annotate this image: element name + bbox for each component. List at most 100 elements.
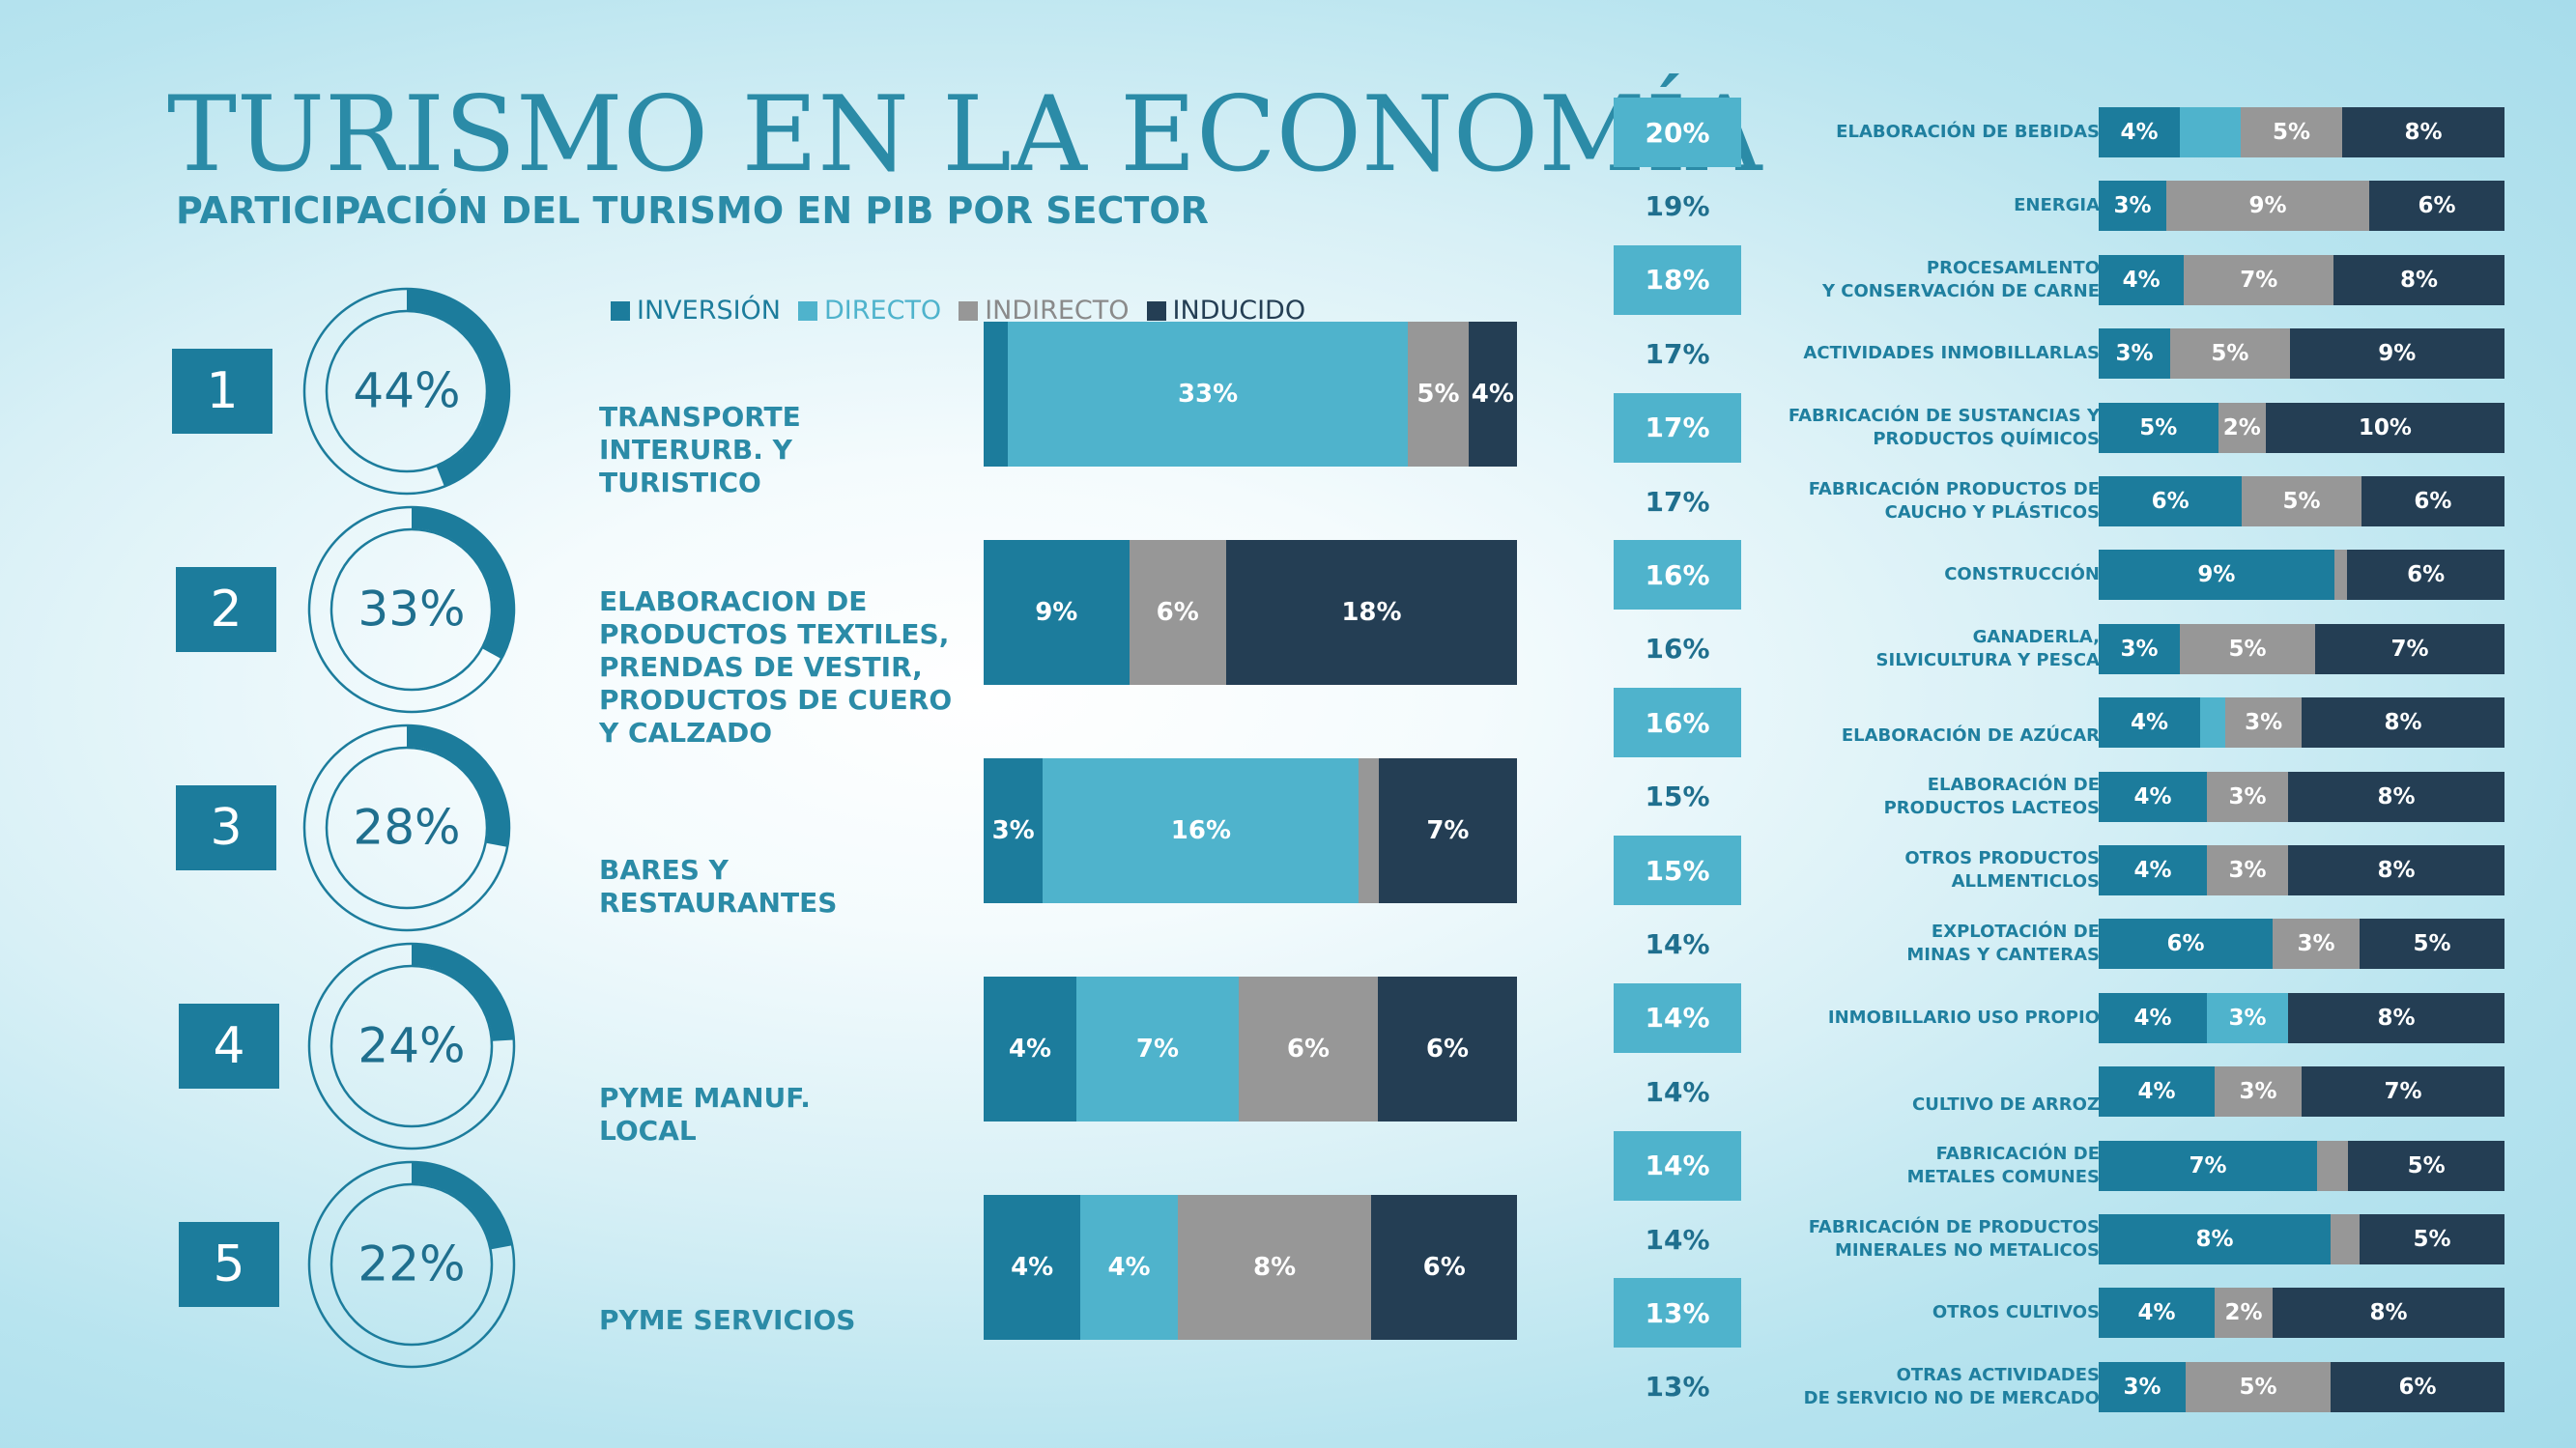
ring-inner-outline <box>325 746 489 910</box>
chart-legend: INVERSIÓN DIRECTO INDIRECTO INDUCIDO <box>611 296 1305 326</box>
bar-segment-inducido: 8% <box>2273 1288 2504 1339</box>
sector-name: ACTIVIDADES INMOBILLARLAS <box>1803 343 2100 364</box>
bar-segment-indirecto <box>2333 550 2348 601</box>
stacked-bar: 4% 7% 8% <box>2099 254 2504 305</box>
stacked-bar: 4% 7% 6% 6% <box>984 977 1517 1121</box>
legend-swatch <box>611 300 630 321</box>
stacked-bar: 3% 5% 6% <box>2099 1361 2504 1412</box>
bar-segment-inversion: 3% <box>2099 623 2180 674</box>
rank-badge: 4 <box>179 1004 279 1089</box>
bar-segment-directo: 4% <box>1080 1195 1178 1340</box>
bar-segment-indirecto: 6% <box>1239 977 1378 1121</box>
bar-segment-inducido: 6% <box>1378 977 1517 1121</box>
bar-segment-inducido: 8% <box>2333 254 2504 305</box>
bar-segment-indirecto: 3% <box>2273 919 2360 970</box>
bar-segment-inducido: 6% <box>1371 1195 1517 1340</box>
bar-segment-inversion: 7% <box>2099 1140 2318 1191</box>
sector-total: 16% <box>1614 540 1741 610</box>
ring-value-arc <box>309 1162 514 1367</box>
sector-total: 15% <box>1614 836 1741 905</box>
bar-segment-inversion: 5% <box>2099 402 2218 453</box>
rank-badge: 5 <box>179 1222 279 1307</box>
stacked-bar: 4% 3% 8% <box>2099 697 2504 749</box>
stacked-bar: 3% 16% 7% <box>984 758 1517 903</box>
bar-segment-directo: 3% <box>2207 992 2288 1043</box>
bar-segment-directo: 7% <box>1076 977 1239 1121</box>
sector-name: OTROS PRODUCTOS ALLMENTICLOS <box>1904 848 2100 892</box>
legend-swatch <box>1146 300 1166 321</box>
bar-segment-inversion: 4% <box>984 1195 1081 1340</box>
bar-segment-inversion: 9% <box>2099 550 2334 601</box>
stacked-bar: 4% 3% 7% <box>2099 1066 2504 1118</box>
stacked-bar: 3% 5% 7% <box>2099 623 2504 674</box>
bar-segment-directo: 16% <box>1043 758 1360 903</box>
bar-segment-inversion: 4% <box>2099 992 2207 1043</box>
sector-name: PYME SERVICIOS <box>599 1304 856 1336</box>
bar-segment-indirecto: 3% <box>2207 845 2288 895</box>
total-share-ring: 44% <box>302 287 511 496</box>
sector-total: 17% <box>1614 392 1741 463</box>
sector-total: 16% <box>1614 688 1741 758</box>
bar-segment-inversion: 4% <box>2099 1288 2215 1339</box>
sector-name: PYME MANUF. LOCAL <box>599 1082 811 1147</box>
sector-total: 16% <box>1645 633 1710 666</box>
legend-label: INDIRECTO <box>985 296 1130 326</box>
ring-total-label: 24% <box>358 1018 465 1074</box>
total-share-ring: 24% <box>307 942 516 1150</box>
bar-segment-indirecto: 3% <box>2207 771 2288 822</box>
rank-badge: 3 <box>176 785 276 870</box>
total-share-ring: 33% <box>307 505 516 714</box>
stacked-bar: 4% 3% 8% <box>2099 992 2504 1043</box>
sector-total: 20% <box>1614 98 1741 167</box>
sector-name: INMOBILLARIO USO PROPIO <box>1827 1007 2100 1028</box>
page-subtitle: PARTICIPACIÓN DEL TURISMO EN PIB POR SEC… <box>176 189 1209 232</box>
total-share-ring: 28% <box>302 724 511 932</box>
bar-segment-inducido: 8% <box>2288 992 2504 1043</box>
stacked-bar: 3% 9% 6% <box>2099 181 2504 232</box>
bar-segment-inversion <box>984 322 1009 467</box>
sector-name: FABRICACIÓN DE PRODUCTOS MINERALES NO ME… <box>1808 1217 2100 1261</box>
rank-badge: 2 <box>176 567 276 652</box>
bar-segment-inducido: 5% <box>2360 1214 2504 1264</box>
bar-segment-inducido: 8% <box>2342 107 2504 157</box>
ring-value-arc <box>304 289 509 494</box>
bar-segment-inducido: 18% <box>1225 540 1517 685</box>
sector-total: 19% <box>1645 189 1710 222</box>
sector-total: 17% <box>1645 337 1710 370</box>
legend-label: INVERSIÓN <box>637 296 782 326</box>
stacked-bar: 4% 5% 8% <box>2099 107 2504 157</box>
bar-segment-inducido: 8% <box>2288 771 2504 822</box>
bar-segment-inversion: 4% <box>2099 845 2207 895</box>
bar-segment-indirecto <box>2317 1140 2349 1191</box>
stacked-bar: 9% 6% <box>2099 550 2504 601</box>
sector-name: ENERGIA <box>2014 195 2100 216</box>
ring-total-label: 22% <box>358 1236 465 1292</box>
bar-segment-inversion: 3% <box>2099 328 2171 380</box>
legend-label: DIRECTO <box>824 296 942 326</box>
bar-segment-inversion: 3% <box>984 758 1044 903</box>
sector-total: 14% <box>1645 1075 1710 1108</box>
bar-segment-inversion: 3% <box>2099 181 2166 232</box>
ring-total-label: 33% <box>358 582 465 638</box>
bar-segment-indirecto: 2% <box>2218 402 2266 453</box>
ring-inner-outline <box>329 964 494 1128</box>
total-share-ring: 22% <box>307 1160 516 1369</box>
bar-segment-indirecto: 6% <box>1129 540 1226 685</box>
sector-total: 14% <box>1614 1130 1741 1201</box>
sector-total: 14% <box>1614 982 1741 1053</box>
sector-name: TRANSPORTE INTERURB. Y TURISTICO <box>599 401 801 498</box>
sector-total: 14% <box>1645 927 1710 960</box>
bar-segment-indirecto: 7% <box>2184 254 2334 305</box>
bar-segment-inducido: 10% <box>2265 402 2504 453</box>
sector-name: OTROS CULTIVOS <box>1932 1302 2100 1323</box>
bar-segment-inducido: 8% <box>2302 697 2504 749</box>
sector-name: FABRICACIÓN PRODUCTOS DE CAUCHO Y PLÁSTI… <box>1808 479 2100 523</box>
bar-segment-inducido: 7% <box>1378 758 1517 903</box>
bar-segment-indirecto <box>2331 1214 2360 1264</box>
bar-segment-indirecto: 5% <box>2242 476 2361 526</box>
stacked-bar: 7% 5% <box>2099 1140 2504 1191</box>
legend-label: INDUCIDO <box>1172 296 1306 326</box>
stacked-bar: 8% 5% <box>2099 1214 2504 1264</box>
bar-segment-inducido: 7% <box>2315 623 2504 674</box>
bar-segment-inducido: 7% <box>2302 1066 2504 1118</box>
